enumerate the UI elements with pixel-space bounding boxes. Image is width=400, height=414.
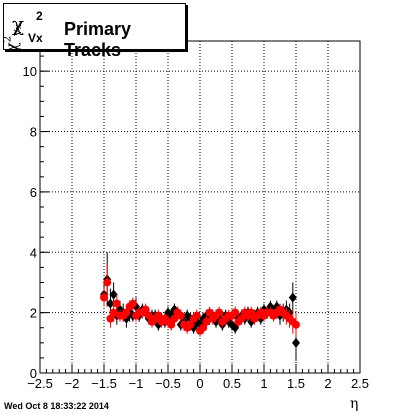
red-point bbox=[141, 305, 150, 314]
y-tick-label: 8 bbox=[30, 125, 37, 140]
y-axis-superscript: 2 bbox=[2, 35, 14, 43]
title-subscript: Vx bbox=[28, 31, 43, 45]
red-point bbox=[167, 320, 176, 329]
red-point bbox=[112, 299, 121, 308]
red-point bbox=[215, 308, 224, 317]
red-point bbox=[192, 311, 201, 320]
red-point bbox=[154, 311, 163, 320]
red-point bbox=[186, 320, 195, 329]
x-tick-label: −2.5 bbox=[27, 376, 53, 391]
x-tick-label: 2.5 bbox=[351, 376, 369, 391]
tick-labels: −2.5 −2 −1.5 −1 −0.5 0 0.5 1 1.5 2 2.5 0 2 4 6 8 10 bbox=[23, 64, 370, 391]
red-point bbox=[237, 314, 246, 323]
red-point bbox=[122, 308, 131, 317]
black-point bbox=[106, 298, 115, 309]
title-superscript: 2 bbox=[36, 9, 43, 23]
title-symbol: χ bbox=[12, 12, 25, 36]
x-tick-label: 1.5 bbox=[287, 376, 305, 391]
chart-title: Primary Tracks bbox=[64, 19, 132, 60]
red-point bbox=[292, 320, 300, 329]
red-point bbox=[205, 308, 214, 317]
title-box: χ 2 Vx Primary Tracks bbox=[3, 3, 186, 60]
y-tick-label: 2 bbox=[30, 306, 37, 321]
y-tick-label: 0 bbox=[30, 366, 37, 381]
x-tick-label: 1 bbox=[260, 376, 267, 391]
y-tick-label: 6 bbox=[30, 185, 37, 200]
x-tick-label: −1 bbox=[129, 376, 144, 391]
black-point bbox=[292, 337, 300, 348]
red-point bbox=[100, 293, 108, 302]
y-axis-label: χ2Vx bbox=[2, 24, 24, 52]
x-tick-label: 0 bbox=[196, 376, 203, 391]
y-tick-label: 4 bbox=[30, 245, 37, 260]
black-point bbox=[288, 292, 297, 303]
red-point bbox=[109, 308, 118, 317]
data-points bbox=[100, 252, 300, 361]
red-point bbox=[202, 317, 211, 326]
x-tick-label: −1.5 bbox=[91, 376, 117, 391]
x-tick-label: 2 bbox=[324, 376, 331, 391]
axis-ticks bbox=[39, 40, 361, 374]
red-point bbox=[247, 308, 256, 317]
x-tick-label: 0.5 bbox=[223, 376, 241, 391]
timestamp: Wed Oct 8 18:33:22 2014 bbox=[4, 401, 109, 411]
red-point bbox=[170, 314, 179, 323]
red-point bbox=[128, 299, 137, 308]
red-point bbox=[176, 311, 185, 320]
x-tick-label: −2 bbox=[65, 376, 80, 391]
red-point bbox=[231, 308, 240, 317]
red-point bbox=[106, 314, 115, 323]
y-axis-symbol: χ bbox=[2, 42, 21, 52]
y-tick-label: 10 bbox=[23, 64, 37, 79]
x-axis-label: η bbox=[350, 396, 359, 412]
y-axis-subscript: Vx bbox=[14, 24, 25, 36]
red-point bbox=[144, 311, 153, 320]
red-point bbox=[199, 323, 208, 332]
x-tick-label: −0.5 bbox=[155, 376, 181, 391]
red-point bbox=[103, 278, 112, 287]
black-point bbox=[109, 289, 118, 300]
